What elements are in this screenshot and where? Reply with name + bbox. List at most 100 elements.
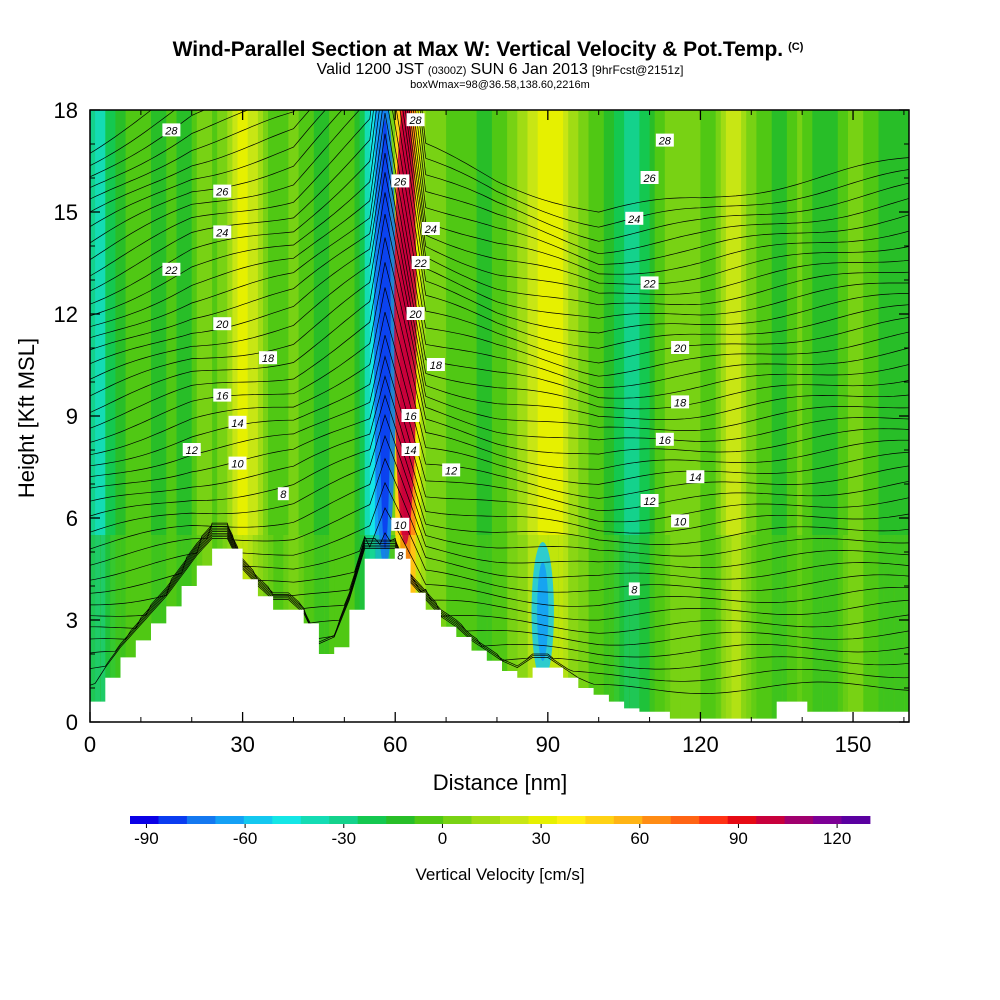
contour-label: 12 xyxy=(182,443,201,457)
velocity-lowlevel xyxy=(832,535,844,722)
velocity-lowlevel xyxy=(120,535,132,722)
velocity-stripe xyxy=(888,110,895,722)
contour-label-bg xyxy=(671,514,690,528)
colorbar-swatch xyxy=(556,816,586,824)
velocity-stripe xyxy=(858,110,864,722)
theta-contour xyxy=(90,110,909,228)
theta-contour xyxy=(90,110,909,306)
contour-label: 14 xyxy=(228,415,247,430)
theta-contour xyxy=(90,110,909,377)
velocity-stripe xyxy=(802,110,808,722)
contour-label-text: 12 xyxy=(643,496,655,508)
velocity-lowlevel xyxy=(140,535,152,722)
velocity-lowlevel xyxy=(517,535,529,722)
colorbar-swatch xyxy=(727,816,757,824)
theta-contour xyxy=(90,529,909,634)
contour-label: 26 xyxy=(213,184,232,199)
contour-label: 28 xyxy=(655,133,674,148)
velocity-stripe xyxy=(741,110,747,722)
velocity-stripe xyxy=(278,110,284,722)
velocity-stripe xyxy=(201,110,208,722)
x-axis-label: Distance [nm] xyxy=(433,770,568,795)
velocity-stripe xyxy=(675,110,681,722)
velocity-stripe xyxy=(517,110,523,722)
contour-label-text: 24 xyxy=(627,214,640,226)
terrain-mask xyxy=(90,548,909,722)
contour-label-text: 16 xyxy=(404,411,417,423)
contour-label-text: 8 xyxy=(397,550,404,562)
colorbar-swatch xyxy=(158,816,188,824)
velocity-lowlevel xyxy=(568,535,579,722)
theta-contour xyxy=(90,531,909,646)
contour-label: 28 xyxy=(406,113,425,127)
velocity-stripe xyxy=(715,110,722,722)
velocity-stripe xyxy=(832,110,839,722)
velocity-stripe xyxy=(491,110,498,722)
velocity-stripe xyxy=(822,110,829,722)
colorbar-swatch xyxy=(813,816,842,824)
contour-label: 16 xyxy=(401,409,420,423)
colorbar-swatch xyxy=(130,816,159,824)
velocity-stripe xyxy=(349,110,356,722)
velocity-stripe xyxy=(614,110,620,722)
contour-label: 8 xyxy=(394,548,406,562)
contour-label-bg xyxy=(228,415,247,429)
velocity-stripe xyxy=(848,110,854,722)
velocity-stripe xyxy=(527,110,534,722)
velocity-stripe xyxy=(588,110,595,722)
velocity-stripe xyxy=(130,110,137,722)
velocity-stripe xyxy=(608,110,615,722)
contour-label-text: 16 xyxy=(216,391,229,403)
contour-label-text: 14 xyxy=(404,445,416,457)
velocity-stripe xyxy=(842,110,849,722)
velocity-lowlevel xyxy=(558,535,569,722)
contour-label: 12 xyxy=(640,494,659,508)
theta-contour xyxy=(90,413,909,557)
colorbar-swatch xyxy=(642,816,672,824)
theta-contour xyxy=(90,110,909,275)
contour-label-bg xyxy=(421,222,440,235)
velocity-stripe xyxy=(430,110,437,722)
contour-label: 22 xyxy=(640,276,659,290)
velocity-lowlevel xyxy=(466,535,478,722)
velocity-lowlevel xyxy=(751,535,763,722)
velocity-stripe xyxy=(878,110,885,722)
velocity-lowlevel xyxy=(110,535,122,722)
theta-contour xyxy=(90,110,909,319)
chart-title: Wind-Parallel Section at Max W: Vertical… xyxy=(173,38,804,61)
velocity-lowlevel xyxy=(629,535,640,722)
velocity-stripe xyxy=(558,110,564,722)
velocity-lowlevel xyxy=(781,535,793,722)
velocity-lowlevel xyxy=(761,535,773,722)
contour-label-bg xyxy=(213,225,232,239)
colorbar-tick-label: 30 xyxy=(532,829,551,848)
colorbar-swatch xyxy=(585,816,615,824)
velocity-lowlevel xyxy=(690,535,702,722)
contour-label-bg xyxy=(406,113,425,127)
velocity-stripe xyxy=(313,110,320,722)
theta-contour xyxy=(90,394,909,545)
velocity-lowlevel xyxy=(578,535,590,722)
theta-contour xyxy=(90,534,909,670)
colorbar-swatch xyxy=(272,816,302,824)
colorbar-swatch xyxy=(186,816,216,824)
velocity-lowlevel xyxy=(700,535,712,722)
velocity-stripe xyxy=(893,110,900,722)
contour-label-bg xyxy=(277,487,289,501)
velocity-stripe xyxy=(746,110,752,722)
colorbar-tick-label: 120 xyxy=(823,829,851,848)
contour-label-text: 24 xyxy=(424,224,437,236)
theta-contour xyxy=(90,110,909,349)
contour-label-text: 10 xyxy=(674,516,687,528)
colorbar-swatch xyxy=(784,816,814,824)
contour-label-text: 12 xyxy=(445,465,457,477)
contour-label-bg xyxy=(162,262,181,276)
colorbar-swatch xyxy=(613,816,643,824)
theta-contour xyxy=(90,133,909,399)
velocity-stripe xyxy=(125,110,132,722)
contour-label-text: 28 xyxy=(658,136,672,148)
contour-label-bg xyxy=(625,211,644,225)
colorbar-swatch xyxy=(414,816,444,824)
theta-contour xyxy=(90,434,909,569)
